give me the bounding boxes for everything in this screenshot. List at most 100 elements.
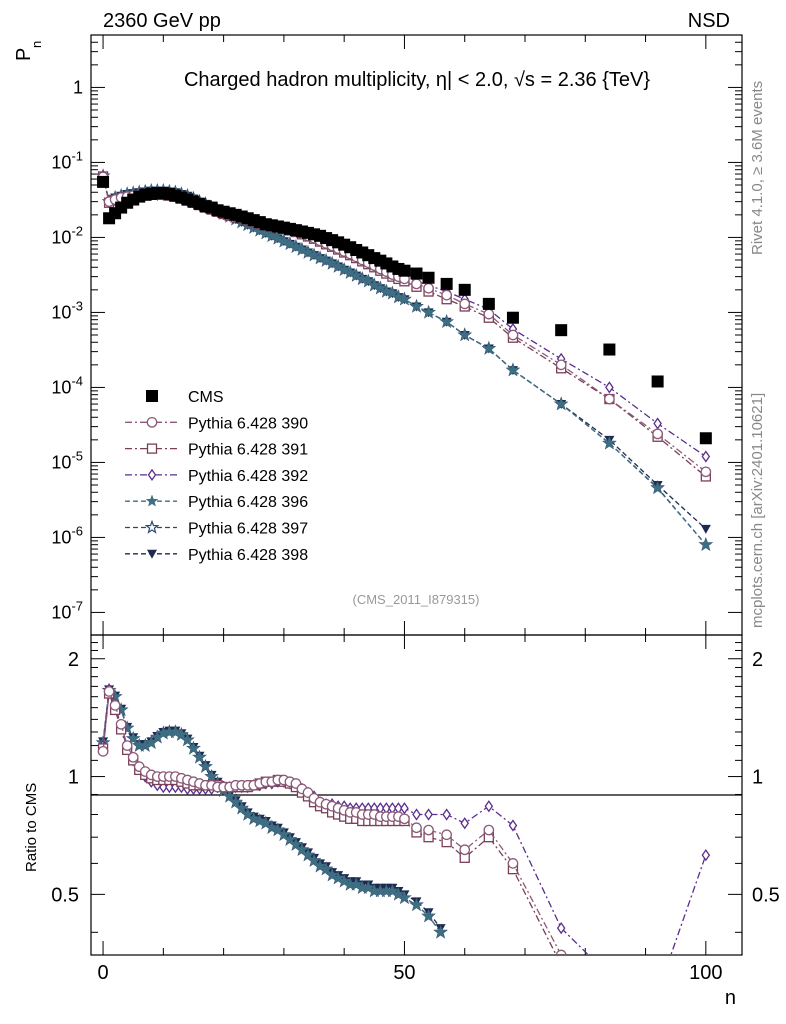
- data-point-pythia-6-428-396: [277, 234, 291, 247]
- data-point-cms: [699, 432, 712, 445]
- ratio-point-pythia-6-428-390: [97, 745, 109, 757]
- data-point-pythia-6-428-392: [653, 417, 662, 430]
- ratio-point-pythia-6-428-392: [400, 802, 409, 815]
- ratio-point-pythia-6-428-390: [109, 700, 121, 711]
- data-point-cms: [97, 175, 110, 188]
- ratio-point-pythia-6-428-392: [606, 971, 613, 981]
- ratio-point-pythia-6-428-390: [423, 824, 434, 836]
- legend-marker-pythia-6-428-396: [145, 494, 159, 507]
- ratio-y-tick-label-left: 0.5: [51, 884, 79, 906]
- legend-marker-pythia-6-428-398: [147, 549, 157, 559]
- data-point-pythia-6-428-396: [313, 251, 327, 264]
- data-point-cms: [506, 311, 519, 324]
- data-point-pythia-6-428-396: [373, 281, 387, 294]
- data-point-pythia-6-428-396: [506, 363, 520, 376]
- ratio-point-pythia-6-428-396: [247, 812, 261, 825]
- ratio-point-pythia-6-428-396: [271, 823, 285, 836]
- ratio-point-pythia-6-428-390: [507, 858, 519, 869]
- data-point-cms: [482, 297, 495, 310]
- ratio-point-pythia-6-428-396: [175, 727, 188, 741]
- ratio-point-pythia-6-428-392: [701, 848, 711, 862]
- ratio-point-pythia-6-428-396: [392, 887, 405, 900]
- series-line-pythia-6-428-396: [102, 175, 707, 546]
- ratio-point-pythia-6-428-390: [103, 686, 115, 697]
- ratio-ylabel: Ratio to CMS: [23, 783, 40, 872]
- ratio-point-pythia-6-428-396: [331, 871, 345, 884]
- legend-label-pythia-6-428-390: Pythia 6.428 390: [188, 415, 308, 432]
- legend: CMS Pythia 6.428 390 Pythia 6.428 391 Pythi…: [125, 389, 308, 564]
- legend-label-pythia-6-428-397: Pythia 6.428 397: [188, 521, 308, 538]
- ratio-point-pythia-6-428-396: [398, 891, 411, 904]
- data-point-pythia-6-428-396: [367, 278, 381, 291]
- ratio-point-pythia-6-428-396: [349, 877, 363, 890]
- ratio-point-pythia-6-428-396: [168, 725, 182, 738]
- data-point-pythia-6-428-390: [604, 393, 615, 405]
- plot-title: Charged hadron multiplicity, η| < 2.0, √…: [184, 69, 650, 91]
- data-point-cms: [440, 277, 453, 290]
- main-y-tick-label: 10-4: [51, 373, 83, 397]
- ratio-point-pythia-6-428-390: [399, 813, 410, 825]
- ratio-point-pythia-6-428-390: [441, 829, 452, 841]
- data-point-cms: [410, 267, 423, 280]
- data-point-pythia-6-428-396: [325, 256, 339, 269]
- data-point-pythia-6-428-396: [392, 290, 405, 303]
- data-point-pythia-6-428-396: [343, 265, 357, 279]
- legend-marker-pythia-6-428-390: [146, 416, 158, 428]
- data-point-pythia-6-428-396: [355, 272, 369, 285]
- ratio-point-pythia-6-428-396: [283, 832, 297, 846]
- main-ylabel-main: P: [13, 48, 35, 61]
- ratio-point-pythia-6-428-396: [385, 884, 399, 897]
- data-point-pythia-6-428-392: [701, 450, 711, 463]
- ratio-point-pythia-6-428-392: [424, 808, 433, 821]
- main-axis-ticks: 10-7 10-6 10-5 10-4 10-3 10-2 10-1 1: [51, 34, 742, 622]
- data-point-pythia-6-428-396: [440, 315, 454, 328]
- ratio-point-pythia-6-428-392: [654, 988, 661, 998]
- data-point-pythia-6-428-396: [271, 231, 285, 244]
- ratio-point-pythia-6-428-390: [459, 844, 471, 856]
- ratio-point-pythia-6-428-396: [295, 843, 309, 856]
- data-point-cms: [458, 283, 471, 296]
- ratio-point-pythia-6-428-396: [193, 750, 206, 763]
- legend-label-cms: CMS: [188, 389, 224, 406]
- main-panel-frame: [90, 34, 743, 636]
- data-point-pythia-6-428-398: [700, 524, 711, 534]
- ratio-y-tick-label-left: 2: [68, 649, 79, 671]
- x-axis-label: n: [725, 987, 736, 1009]
- ratio-point-pythia-6-428-396: [410, 898, 423, 911]
- ratio-point-pythia-6-428-392: [442, 808, 451, 821]
- ratio-point-pythia-6-428-391: [557, 961, 566, 970]
- main-y-tick-label: 10-1: [51, 148, 83, 172]
- data-point-pythia-6-428-396: [379, 284, 393, 297]
- legend-label-pythia-6-428-392: Pythia 6.428 392: [188, 468, 308, 485]
- analysis-tag: (CMS_2011_I879315): [353, 592, 480, 607]
- x-axis-ticks: 0 50 100: [97, 35, 723, 984]
- ratio-point-pythia-6-428-396: [313, 859, 327, 872]
- ratio-y-tick-label-right: 1: [752, 767, 763, 789]
- main-y-tick-label: 10-3: [51, 298, 83, 322]
- data-point-pythia-6-428-396: [283, 237, 297, 250]
- ratio-point-pythia-6-428-390: [115, 718, 127, 730]
- data-point-cms: [555, 324, 568, 337]
- data-point-cms: [368, 252, 381, 265]
- ratio-point-pythia-6-428-396: [265, 821, 279, 834]
- data-point-pythia-6-428-396: [482, 341, 496, 354]
- ratio-axis-ticks: 0.5 0.5 1 1 2 2: [51, 642, 780, 933]
- ratio-point-pythia-6-428-396: [199, 759, 212, 773]
- process-label: NSD: [688, 10, 730, 32]
- ratio-point-pythia-6-428-396: [422, 909, 435, 922]
- main-ylabel-sub: n: [29, 41, 44, 48]
- main-ylabel: P: [13, 48, 35, 61]
- main-y-tick-label: 10-6: [51, 523, 83, 547]
- data-point-pythia-6-428-390: [423, 282, 434, 294]
- data-point-pythia-6-428-396: [301, 245, 315, 258]
- ratio-point-pythia-6-428-392: [460, 817, 470, 830]
- x-tick-label: 50: [393, 962, 415, 984]
- ratio-point-pythia-6-428-396: [289, 837, 303, 851]
- data-point-pythia-6-428-392: [605, 381, 614, 394]
- ratio-point-pythia-6-428-390: [121, 740, 133, 751]
- ratio-point-pythia-6-428-396: [319, 862, 333, 875]
- ratio-point-pythia-6-428-392: [484, 800, 494, 813]
- ratio-y-tick-label-left: 1: [68, 767, 79, 789]
- ratio-point-pythia-6-428-396: [126, 731, 140, 745]
- data-point-pythia-6-428-390: [441, 289, 452, 301]
